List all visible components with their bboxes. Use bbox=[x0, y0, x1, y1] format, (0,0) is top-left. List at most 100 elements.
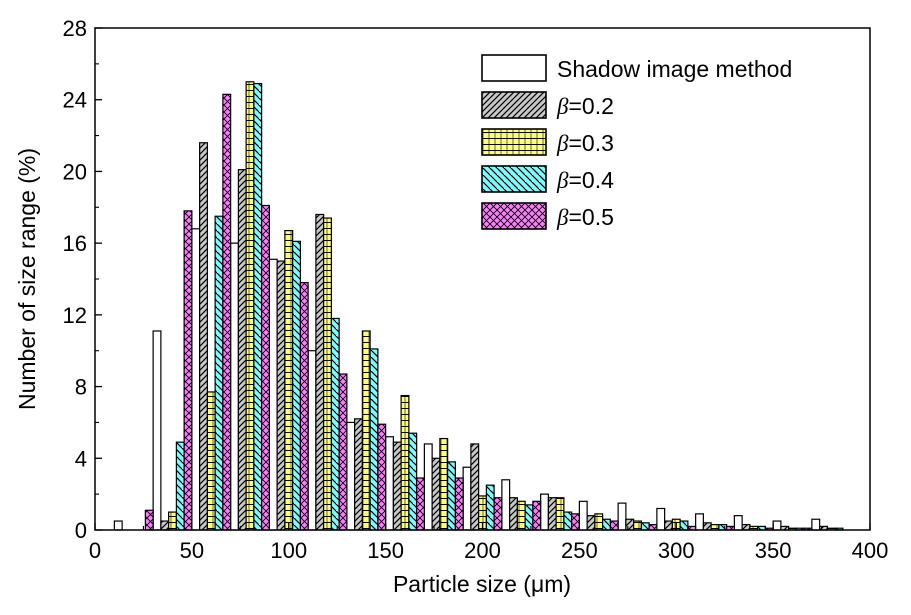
bar-shadow-290 bbox=[656, 507, 666, 531]
x-tick-label: 100 bbox=[270, 538, 307, 563]
bar-beta-02-190 bbox=[470, 443, 480, 531]
bar-beta-05-70 bbox=[261, 204, 270, 531]
bar-beta-02-150 bbox=[392, 441, 402, 531]
bar-beta-04-150 bbox=[408, 432, 418, 531]
bar-shadow-10 bbox=[113, 520, 123, 531]
x-tick-label: 250 bbox=[561, 538, 598, 563]
y-axis-title: Number of size range (%) bbox=[14, 148, 40, 410]
bar-shadow-310 bbox=[695, 513, 704, 531]
legend-label: β=0.5 bbox=[556, 204, 614, 230]
legend-swatch bbox=[481, 128, 547, 156]
x-tick-label: 0 bbox=[89, 538, 101, 563]
bar-beta-04-250 bbox=[602, 518, 611, 531]
bar-beta-02-290 bbox=[664, 520, 673, 531]
bar-beta-05-130 bbox=[377, 423, 387, 531]
bar-shadow-130 bbox=[346, 421, 356, 531]
bar-shadow-50 bbox=[191, 228, 201, 531]
bar-beta-03-110 bbox=[323, 217, 332, 531]
bar-shadow-210 bbox=[501, 479, 511, 531]
bar-beta-04-70 bbox=[253, 82, 263, 531]
legend-label: β=0.2 bbox=[556, 93, 614, 119]
beta-symbol: β bbox=[556, 131, 569, 156]
legend-swatch bbox=[481, 91, 547, 119]
bar-beta-04-210 bbox=[524, 504, 534, 531]
bar-beta-04-30 bbox=[175, 441, 185, 531]
bar-beta-05-210 bbox=[532, 500, 542, 531]
y-tick-label: 12 bbox=[63, 303, 87, 328]
bars-layer bbox=[113, 81, 844, 531]
y-axis: 0 4 8 12 16 20 24 28 bbox=[63, 16, 102, 543]
bar-shadow-150 bbox=[385, 436, 394, 531]
bar-beta-03-30 bbox=[168, 511, 177, 531]
y-tick-label: 28 bbox=[63, 16, 87, 41]
bar-beta-04-230 bbox=[563, 511, 573, 531]
legend-value: =0.5 bbox=[568, 204, 613, 230]
bar-beta-05-250 bbox=[609, 520, 619, 531]
legend-value: =0.4 bbox=[568, 167, 614, 193]
x-tick-label: 300 bbox=[658, 538, 695, 563]
bar-beta-03-130 bbox=[361, 330, 371, 531]
bar-shadow-370 bbox=[811, 518, 821, 531]
bar-beta-05-270 bbox=[648, 524, 658, 531]
x-axis-title: Particle size (μm) bbox=[393, 571, 571, 597]
bar-beta-04-50 bbox=[214, 215, 224, 531]
x-tick-label: 200 bbox=[464, 538, 501, 563]
bar-beta-02-110 bbox=[315, 213, 325, 531]
y-tick-label: 4 bbox=[75, 446, 87, 471]
bar-beta-05-170 bbox=[454, 477, 464, 531]
bar-beta-02-70 bbox=[237, 169, 247, 531]
bar-beta-05-150 bbox=[416, 477, 425, 531]
bar-beta-04-310 bbox=[718, 524, 728, 531]
bar-beta-05-110 bbox=[338, 373, 348, 531]
bar-beta-03-90 bbox=[284, 229, 294, 531]
bar-shadow-350 bbox=[772, 520, 782, 531]
bar-beta-04-130 bbox=[369, 348, 379, 531]
bar-beta-02-270 bbox=[625, 518, 635, 531]
bar-beta-02-130 bbox=[354, 418, 363, 531]
bar-beta-03-250 bbox=[594, 513, 604, 531]
beta-symbol: β bbox=[556, 205, 569, 230]
bar-beta-02-250 bbox=[586, 515, 596, 531]
legend-swatch bbox=[481, 165, 547, 193]
bar-beta-03-70 bbox=[245, 81, 255, 531]
bar-beta-05-30 bbox=[183, 210, 193, 531]
bar-beta-05-230 bbox=[571, 513, 580, 531]
legend-value: =0.2 bbox=[568, 93, 613, 119]
bar-beta-03-210 bbox=[516, 500, 526, 531]
bar-beta-02-330 bbox=[741, 524, 751, 531]
bar-beta-03-230 bbox=[555, 497, 565, 531]
bar-shadow-190 bbox=[462, 466, 472, 531]
bar-beta-02-50 bbox=[199, 142, 208, 531]
legend-label: Shadow image method bbox=[557, 56, 792, 82]
bar-shadow-230 bbox=[540, 493, 549, 531]
bar-beta-02-30 bbox=[160, 520, 170, 531]
bar-beta-05-50 bbox=[222, 93, 232, 531]
bar-shadow-170 bbox=[423, 443, 433, 531]
bar-beta-04-90 bbox=[292, 240, 301, 531]
bar-shadow-90 bbox=[268, 258, 278, 531]
bar-beta-05-10 bbox=[144, 509, 154, 531]
bar-beta-05-190 bbox=[493, 497, 503, 531]
bar-shadow-110 bbox=[307, 350, 317, 531]
bar-beta-03-310 bbox=[710, 524, 720, 531]
bar-beta-03-150 bbox=[400, 394, 410, 531]
y-tick-label: 20 bbox=[63, 159, 87, 184]
bar-beta-02-310 bbox=[702, 522, 712, 531]
bar-beta-02-210 bbox=[509, 497, 518, 531]
x-tick-label: 350 bbox=[755, 538, 792, 563]
legend-label: β=0.4 bbox=[556, 167, 614, 193]
bar-beta-02-230 bbox=[547, 497, 557, 531]
x-tick-label: 50 bbox=[180, 538, 204, 563]
x-axis: 0 50 100 150 200 250 300 350 400 bbox=[89, 523, 888, 563]
y-tick-label: 8 bbox=[75, 375, 87, 400]
bar-beta-04-170 bbox=[447, 461, 456, 531]
legend-value: =0.3 bbox=[568, 130, 613, 156]
bar-shadow-330 bbox=[733, 515, 743, 531]
y-tick-label: 24 bbox=[63, 88, 87, 113]
bar-beta-05-90 bbox=[299, 281, 309, 531]
bar-beta-03-50 bbox=[206, 391, 216, 531]
legend-label: β=0.3 bbox=[556, 130, 614, 156]
bar-beta-04-270 bbox=[640, 522, 650, 531]
